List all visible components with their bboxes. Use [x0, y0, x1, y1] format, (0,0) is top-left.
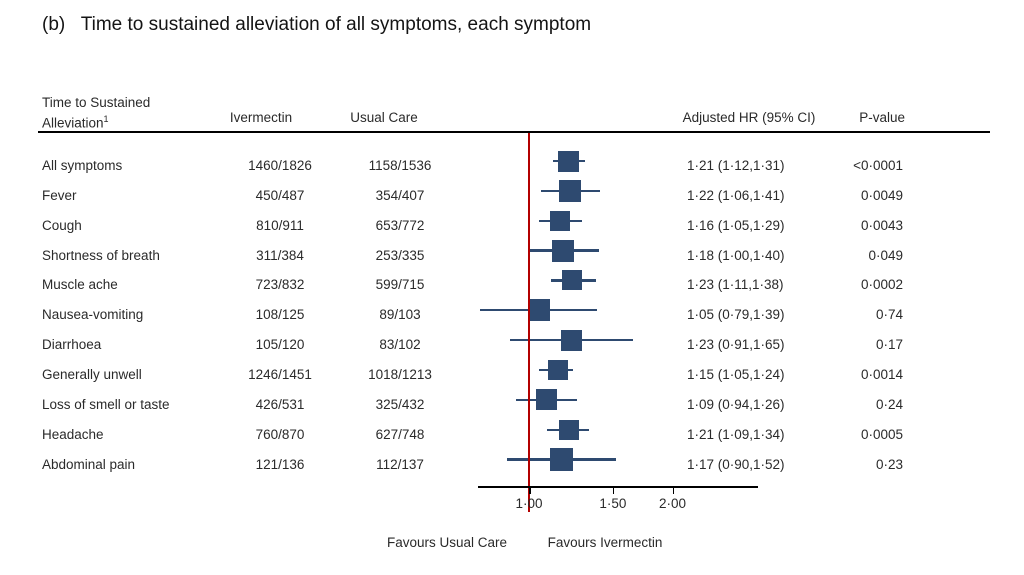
forest-marker: [552, 239, 575, 262]
usual-care-value: 1018/1213: [368, 367, 432, 382]
header-rule: [38, 131, 990, 133]
symptom-label: Loss of smell or taste: [42, 396, 170, 412]
ivermectin-value: 450/487: [255, 187, 305, 203]
usual-care-value: 354/407: [375, 187, 425, 203]
ivermectin-value: 105/120: [255, 337, 305, 353]
column-header-symptom-line1: Time to Sustained: [42, 95, 151, 110]
usual-care-value: 599/715: [375, 277, 425, 293]
hr-ci-value: 1·05 (0·79,1·39): [687, 307, 785, 323]
ivermectin-value: 1246/1451: [248, 367, 312, 382]
hr-ci-value: 1·17 (0·90,1·52): [687, 456, 785, 472]
forest-marker: [550, 448, 573, 471]
usual-care-value: 653/772: [375, 217, 425, 233]
forest-marker: [558, 419, 579, 440]
forest-marker: [561, 329, 583, 351]
usual-care-value: 325/432: [375, 396, 425, 412]
usual-care-value: 83/102: [379, 337, 421, 353]
usual-care-value: 112/137: [376, 456, 424, 472]
favours-usual-care-label: Favours Usual Care: [386, 535, 508, 550]
x-axis-tick: [612, 487, 615, 494]
reference-line: [528, 133, 530, 512]
symptom-label: Generally unwell: [42, 367, 142, 382]
p-value: 0·24: [875, 396, 903, 412]
p-value: <0·0001: [853, 158, 903, 173]
usual-care-value: 89/103: [379, 307, 421, 323]
symptom-label: Diarrhoea: [42, 337, 102, 353]
p-value: 0·0043: [860, 217, 903, 233]
p-value: 0·0005: [860, 426, 903, 442]
figure-title: (b) Time to sustained alleviation of all…: [42, 14, 592, 35]
ivermectin-value: 426/531: [255, 396, 305, 412]
x-axis-tick-label: 1·50: [599, 496, 627, 511]
symptom-label: Fever: [42, 187, 77, 203]
usual-care-value: 627/748: [375, 426, 425, 442]
hr-ci-value: 1·15 (1·05,1·24): [687, 367, 785, 382]
hr-ci-value: 1·16 (1·05,1·29): [687, 217, 785, 233]
hr-ci-value: 1·23 (1·11,1·38): [687, 277, 784, 293]
symptom-label: Abdominal pain: [42, 456, 136, 472]
forest-marker: [558, 150, 579, 172]
hr-ci-value: 1·22 (1·06,1·41): [687, 187, 785, 203]
p-value: 0·0014: [860, 367, 903, 382]
column-header-p-value: P-value: [859, 110, 905, 125]
forest-marker: [547, 360, 568, 380]
ivermectin-value: 1460/1826: [248, 158, 312, 173]
p-value: 0·0049: [860, 187, 903, 203]
forest-marker: [559, 179, 582, 202]
ivermectin-value: 121/136: [255, 456, 305, 472]
hr-ci-value: 1·09 (0·94,1·26): [687, 396, 785, 412]
usual-care-value: 253/335: [375, 247, 425, 263]
x-axis-tick: [529, 487, 531, 494]
forest-marker: [561, 270, 582, 291]
symptom-label: Muscle ache: [42, 277, 118, 293]
x-axis-tick-label: 1·00: [515, 496, 543, 511]
forest-marker: [549, 210, 570, 231]
x-axis-tick-label: 2·00: [658, 496, 687, 511]
p-value: 0·23: [875, 456, 903, 472]
symptom-label: Nausea-vomiting: [42, 307, 144, 323]
column-header-symptom: Time to Sustained Alleviation1: [42, 95, 150, 132]
symptom-label: Shortness of breath: [42, 247, 160, 263]
favours-ivermectin-label: Favours Ivermectin: [547, 535, 663, 550]
symptom-label: Headache: [42, 426, 104, 442]
hr-ci-value: 1·21 (1·12,1·31): [687, 158, 785, 173]
x-axis-line: [478, 486, 758, 488]
ivermectin-value: 108/125: [255, 307, 305, 323]
p-value: 0·17: [875, 337, 903, 353]
column-header-usual-care: Usual Care: [350, 110, 418, 125]
p-value: 0·049: [868, 247, 903, 263]
column-header-adjusted-hr: Adjusted HR (95% CI): [682, 110, 816, 125]
ivermectin-value: 760/870: [255, 426, 305, 442]
symptom-label: Cough: [42, 217, 82, 233]
ivermectin-value: 311/384: [256, 247, 304, 263]
ivermectin-value: 810/911: [256, 217, 304, 233]
forest-marker: [536, 389, 558, 411]
hr-ci-value: 1·18 (1·00,1·40): [687, 247, 785, 263]
footnote-marker: 1: [103, 114, 109, 124]
forest-marker: [528, 299, 551, 322]
hr-ci-value: 1·23 (0·91,1·65): [687, 337, 785, 353]
p-value: 0·0002: [860, 277, 903, 293]
symptom-label: All symptoms: [42, 158, 123, 173]
column-header-symptom-line2: Alleviation: [42, 115, 104, 131]
x-axis-tick: [672, 487, 675, 494]
ivermectin-value: 723/832: [255, 277, 305, 293]
column-header-ivermectin: Ivermectin: [229, 110, 293, 125]
hr-ci-value: 1·21 (1·09,1·34): [687, 426, 785, 442]
p-value: 0·74: [875, 307, 903, 323]
usual-care-value: 1158/1536: [368, 158, 432, 173]
